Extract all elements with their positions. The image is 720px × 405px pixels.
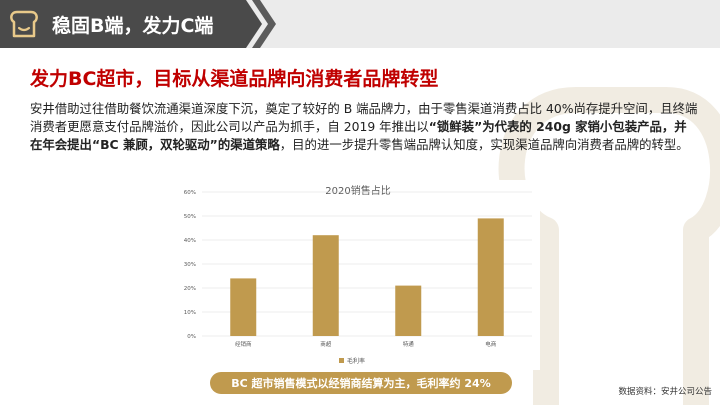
bread-logo-icon xyxy=(10,10,38,38)
x-tick-label: 特通 xyxy=(403,340,415,348)
chart-caption: BC 超市销售模式以经销商结算为主，毛利率约 24% xyxy=(210,372,512,394)
chart-bar xyxy=(312,235,339,336)
y-tick-label: 50% xyxy=(184,214,196,220)
chart-title: 2020销售占比 xyxy=(325,184,390,197)
y-tick-label: 30% xyxy=(184,262,196,268)
legend-swatch xyxy=(339,358,344,363)
y-tick-label: 60% xyxy=(184,190,196,196)
chart-bar xyxy=(477,218,504,336)
bar-chart: 2020销售占比 0% 10% 20% 30% 40% 50% 60% 经销商 商超 特通 电商 毛… xyxy=(176,180,540,370)
x-tick-label: 商超 xyxy=(320,340,332,348)
x-tick-label: 电商 xyxy=(485,340,497,348)
body-paragraph: 安井借助过往借助餐饮流通渠道深度下沉，奠定了较好的 B 端品牌力，由于零售渠道消… xyxy=(30,100,698,154)
page-title: 稳固B端，发力C端 xyxy=(52,15,214,37)
body-text-part: 安井借助过往借助餐饮流通渠道深度下沉，奠定了较好的 B 端品牌力，由于零售渠道消… xyxy=(30,101,698,134)
source-note: 数据资料：安井公司公告 xyxy=(618,387,712,397)
header-title-block xyxy=(0,0,262,48)
chart-bar xyxy=(395,285,422,336)
y-tick-label: 20% xyxy=(184,286,196,292)
x-tick-label: 经销商 xyxy=(235,340,252,348)
bar-chart-svg: 2020销售占比 0% 10% 20% 30% 40% 50% 60% 经销商 商超 特通 电商 毛… xyxy=(184,184,532,365)
legend-label: 毛利率 xyxy=(347,357,365,365)
y-tick-label: 10% xyxy=(184,310,196,316)
y-tick-label: 40% xyxy=(184,238,196,244)
y-tick-label: 0% xyxy=(187,334,196,340)
section-headline: 发力BC超市，目标从渠道品牌向消费者品牌转型 xyxy=(30,68,439,90)
body-text-emphasis: “锁鲜装”为代表的 240g 家销小包装产品，并在年会提出“BC 兼顾，双轮驱动… xyxy=(30,119,687,152)
chart-bar xyxy=(230,278,257,336)
body-text-part: ，目的进一步提升零售端品牌认知度，实现渠道品牌向消费者品牌的转型。 xyxy=(279,137,689,152)
